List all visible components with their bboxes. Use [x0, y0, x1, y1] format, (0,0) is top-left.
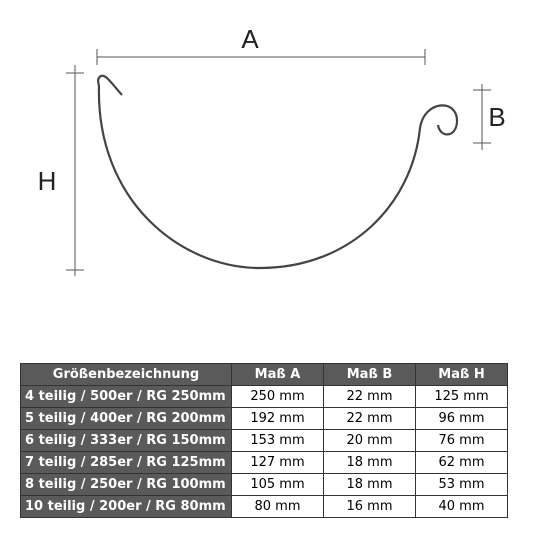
table-cell: 18 mm: [323, 451, 416, 474]
table-cell: 127 mm: [231, 451, 324, 474]
table-cell: 8 teilig / 250er / RG 100mm: [20, 473, 232, 496]
table-row: 4 teilig / 500er / RG 250mm 250 mm 22 mm 12…: [20, 385, 508, 408]
table-row: 8 teilig / 250er / RG 100mm 105 mm 18 mm 53…: [20, 473, 508, 496]
gutter-diagram: A H B: [38, 24, 506, 276]
label-a: A: [241, 24, 259, 54]
header-cell: Maß A: [231, 363, 324, 386]
table-cell: 250 mm: [231, 385, 324, 408]
table-cell: 20 mm: [323, 429, 416, 452]
table-cell: 80 mm: [231, 495, 324, 518]
header-row: Größenbezeichnung Maß A Maß B Maß H: [20, 363, 508, 386]
table-row: 10 teilig / 200er / RG 80mm 80 mm 16 mm 40 …: [20, 495, 508, 518]
label-h: H: [38, 166, 57, 196]
table-cell: 10 teilig / 200er / RG 80mm: [20, 495, 232, 518]
table-cell: 5 teilig / 400er / RG 200mm: [20, 407, 232, 430]
table-cell: 105 mm: [231, 473, 324, 496]
gutter-profile: [97, 74, 459, 270]
label-b: B: [488, 102, 505, 132]
table-cell: 7 teilig / 285er / RG 125mm: [20, 451, 232, 474]
table-cell: 62 mm: [415, 451, 508, 474]
header-cell: Maß H: [415, 363, 508, 386]
table-row: 6 teilig / 333er / RG 150mm 153 mm 20 mm 76…: [20, 429, 508, 452]
table-cell: 22 mm: [323, 407, 416, 430]
header-cell: Größenbezeichnung: [20, 363, 232, 386]
table-cell: 96 mm: [415, 407, 508, 430]
table-cell: 53 mm: [415, 473, 508, 496]
table-row: 7 teilig / 285er / RG 125mm 127 mm 18 mm 62…: [20, 451, 508, 474]
table-cell: 192 mm: [231, 407, 324, 430]
table-cell: 4 teilig / 500er / RG 250mm: [20, 385, 232, 408]
table-cell: 40 mm: [415, 495, 508, 518]
table-cell: 6 teilig / 333er / RG 150mm: [20, 429, 232, 452]
table-cell: 76 mm: [415, 429, 508, 452]
header-cell: Maß B: [323, 363, 416, 386]
table-cell: 18 mm: [323, 473, 416, 496]
table-row: 5 teilig / 400er / RG 200mm 192 mm 22 mm 96…: [20, 407, 508, 430]
table-cell: 22 mm: [323, 385, 416, 408]
table-cell: 125 mm: [415, 385, 508, 408]
table-cell: 16 mm: [323, 495, 416, 518]
table-cell: 153 mm: [231, 429, 324, 452]
